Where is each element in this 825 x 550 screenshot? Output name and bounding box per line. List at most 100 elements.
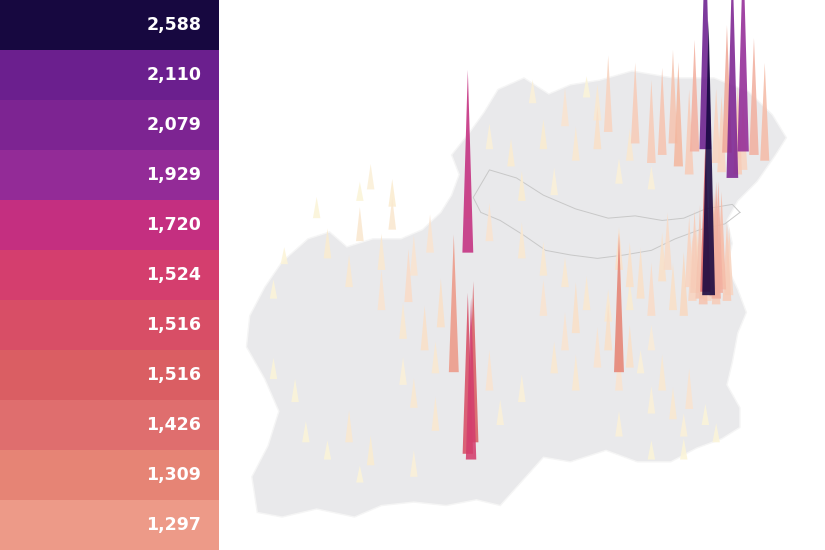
Polygon shape	[738, 0, 749, 151]
Polygon shape	[389, 179, 396, 207]
Polygon shape	[410, 450, 417, 477]
Polygon shape	[468, 281, 478, 442]
Polygon shape	[356, 207, 364, 241]
Polygon shape	[680, 438, 687, 460]
Polygon shape	[399, 357, 407, 385]
Polygon shape	[399, 302, 407, 339]
Polygon shape	[717, 191, 726, 289]
Polygon shape	[700, 140, 710, 292]
Polygon shape	[561, 312, 569, 350]
Polygon shape	[436, 278, 445, 327]
Polygon shape	[717, 96, 726, 172]
Polygon shape	[466, 298, 476, 460]
Polygon shape	[367, 164, 375, 189]
Polygon shape	[626, 129, 634, 161]
Polygon shape	[674, 62, 683, 167]
Polygon shape	[658, 354, 666, 390]
Polygon shape	[486, 203, 493, 241]
Polygon shape	[345, 255, 353, 287]
Polygon shape	[561, 257, 568, 287]
Text: 1,524: 1,524	[146, 266, 201, 284]
Polygon shape	[712, 89, 720, 163]
Polygon shape	[518, 171, 526, 201]
Polygon shape	[462, 70, 474, 252]
Bar	[0, 500, 219, 550]
Polygon shape	[485, 350, 493, 390]
Text: 1,720: 1,720	[146, 216, 201, 234]
Polygon shape	[356, 182, 364, 201]
Bar	[0, 400, 219, 450]
Bar	[0, 300, 219, 350]
Polygon shape	[604, 304, 612, 350]
Polygon shape	[680, 252, 688, 316]
Polygon shape	[631, 63, 639, 144]
Polygon shape	[323, 229, 332, 258]
Polygon shape	[739, 100, 747, 170]
Bar	[0, 350, 219, 400]
Polygon shape	[725, 227, 733, 295]
Polygon shape	[389, 198, 396, 230]
Polygon shape	[700, 0, 711, 149]
Polygon shape	[713, 423, 720, 442]
Polygon shape	[540, 280, 547, 316]
Polygon shape	[727, 0, 738, 178]
Polygon shape	[572, 282, 580, 333]
Text: 2,079: 2,079	[146, 116, 201, 134]
Polygon shape	[626, 325, 634, 367]
Polygon shape	[668, 50, 677, 144]
Polygon shape	[711, 182, 721, 299]
Bar	[0, 450, 219, 500]
Polygon shape	[637, 350, 644, 373]
Polygon shape	[648, 325, 655, 350]
Polygon shape	[691, 210, 699, 293]
Polygon shape	[685, 90, 694, 174]
Polygon shape	[686, 368, 693, 409]
Polygon shape	[529, 80, 536, 103]
Polygon shape	[637, 248, 644, 299]
Bar	[0, 200, 219, 250]
Polygon shape	[669, 387, 676, 419]
Polygon shape	[688, 235, 696, 301]
Polygon shape	[302, 421, 309, 442]
Polygon shape	[518, 375, 526, 402]
Polygon shape	[497, 399, 504, 425]
Polygon shape	[270, 279, 277, 299]
Bar	[0, 100, 219, 150]
Polygon shape	[464, 175, 472, 218]
Polygon shape	[540, 241, 547, 276]
Polygon shape	[593, 84, 601, 120]
Polygon shape	[658, 68, 667, 155]
Polygon shape	[658, 233, 667, 282]
Polygon shape	[615, 411, 623, 437]
Polygon shape	[685, 217, 693, 287]
Text: 1,297: 1,297	[146, 516, 201, 534]
Polygon shape	[404, 249, 412, 302]
Polygon shape	[427, 214, 434, 252]
Polygon shape	[593, 107, 601, 149]
Polygon shape	[367, 436, 375, 465]
Polygon shape	[692, 228, 701, 289]
Polygon shape	[706, 162, 715, 289]
Polygon shape	[604, 56, 612, 132]
Polygon shape	[572, 354, 580, 390]
Polygon shape	[733, 94, 742, 174]
Polygon shape	[572, 126, 580, 161]
Polygon shape	[690, 40, 700, 151]
Polygon shape	[378, 234, 385, 270]
Polygon shape	[647, 80, 656, 163]
Polygon shape	[704, 237, 712, 301]
Text: 1,929: 1,929	[146, 166, 201, 184]
Polygon shape	[695, 205, 705, 299]
Polygon shape	[722, 25, 732, 153]
Bar	[0, 0, 219, 50]
Polygon shape	[760, 63, 769, 161]
Bar	[0, 150, 219, 200]
Polygon shape	[749, 38, 759, 155]
Polygon shape	[550, 168, 558, 195]
Polygon shape	[615, 227, 623, 270]
Polygon shape	[648, 441, 655, 460]
Polygon shape	[615, 350, 623, 390]
Polygon shape	[702, 20, 715, 295]
Text: 1,516: 1,516	[146, 366, 201, 384]
Polygon shape	[410, 378, 417, 408]
